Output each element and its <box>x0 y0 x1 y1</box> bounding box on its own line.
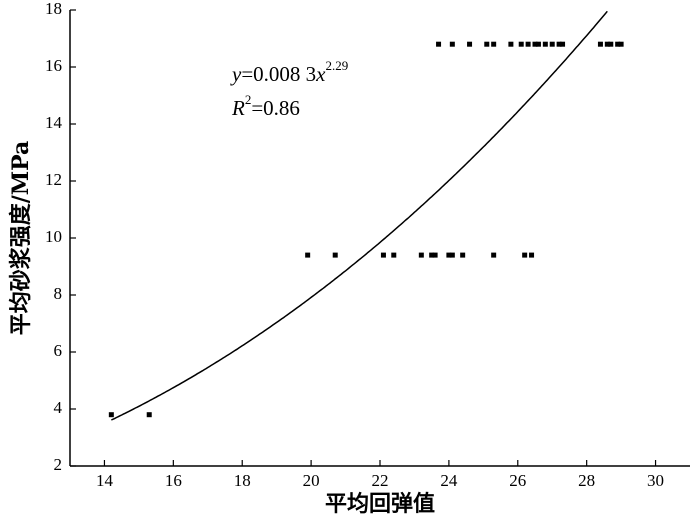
x-tick-label: 16 <box>165 471 182 490</box>
data-point <box>436 41 442 47</box>
x-tick-label: 26 <box>509 471 526 490</box>
data-point <box>460 252 466 258</box>
data-point <box>535 41 541 47</box>
x-tick-label: 20 <box>303 471 320 490</box>
y-tick-label: 6 <box>54 341 63 360</box>
y-tick-label: 2 <box>54 455 63 474</box>
data-point <box>484 41 490 47</box>
data-point <box>508 41 514 47</box>
data-point <box>522 252 528 258</box>
equation: y=0.008 3x2.29 <box>230 58 348 86</box>
y-axis-title: 平均砂浆强度/MPa <box>8 141 34 336</box>
data-point <box>556 41 562 47</box>
y-tick-label: 4 <box>54 398 63 417</box>
r-squared: R2=0.86 <box>231 92 300 120</box>
x-tick-label: 28 <box>578 471 595 490</box>
data-point <box>446 252 452 258</box>
fit-curve <box>110 10 608 421</box>
x-tick-label: 24 <box>440 471 458 490</box>
x-tick-label: 30 <box>647 471 664 490</box>
data-point <box>491 41 497 47</box>
data-point <box>518 41 524 47</box>
data-point <box>608 41 614 47</box>
data-point <box>332 252 338 258</box>
y-tick-label: 12 <box>45 170 62 189</box>
y-tick-label: 10 <box>45 227 62 246</box>
x-tick-label: 14 <box>96 471 114 490</box>
data-point <box>429 252 435 258</box>
y-tick-label: 14 <box>45 113 63 132</box>
x-tick-label: 18 <box>234 471 251 490</box>
y-tick-label: 18 <box>45 0 62 18</box>
data-point <box>432 252 438 258</box>
data-point <box>467 41 473 47</box>
data-point <box>449 41 455 47</box>
data-point <box>532 41 538 47</box>
data-point <box>525 41 531 47</box>
data-point <box>108 412 114 418</box>
data-point <box>597 41 603 47</box>
data-point <box>449 252 455 258</box>
y-tick-label: 16 <box>45 56 62 75</box>
x-tick-label: 22 <box>372 471 389 490</box>
data-point <box>146 412 152 418</box>
data-point <box>529 252 535 258</box>
data-point <box>305 252 311 258</box>
data-point <box>549 41 555 47</box>
data-point <box>560 41 566 47</box>
data-point <box>615 41 621 47</box>
data-point <box>391 252 397 258</box>
data-point <box>418 252 424 258</box>
x-axis-title: 平均回弹值 <box>325 491 435 517</box>
y-tick-label: 8 <box>54 284 63 303</box>
data-point <box>542 41 548 47</box>
data-point <box>618 41 624 47</box>
data-point <box>491 252 497 258</box>
data-point <box>604 41 610 47</box>
data-point <box>380 252 386 258</box>
